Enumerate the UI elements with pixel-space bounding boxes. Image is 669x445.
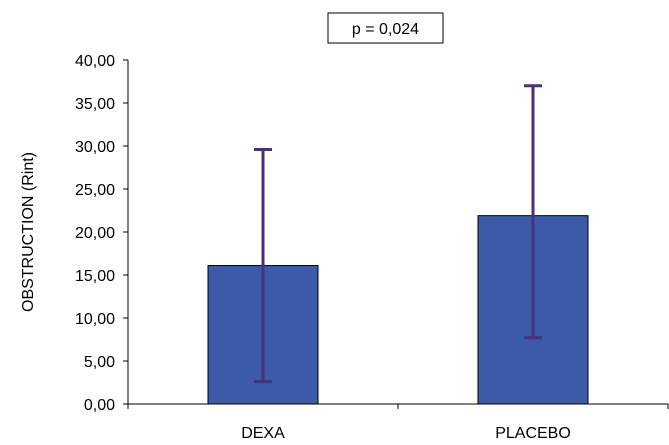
x-labels: DEXA PLACEBO [241,425,571,442]
error-bars [254,84,542,384]
y-tick-label: 0,00 [84,397,115,414]
y-tick-label: 25,00 [75,182,115,199]
y-tick-label: 10,00 [75,311,115,328]
x-category-label: PLACEBO [495,425,571,442]
y-tick-label: 30,00 [75,139,115,156]
y-tick-label: 15,00 [75,268,115,285]
y-tick-label: 40,00 [75,53,115,70]
y-tick-label: 20,00 [75,225,115,242]
y-ticks: 0,00 5,00 10,00 15,00 20,00 25,00 30,00 35,00 40… [75,53,128,414]
annotation-box [327,12,444,44]
y-tick-label: 35,00 [75,96,115,113]
x-category-label: DEXA [241,425,285,442]
annotation-text: p = 0,024 [352,21,419,38]
p-value-annotation: p = 0,024 [327,12,444,44]
y-tick-label: 5,00 [84,354,115,371]
y-axis-label: OBSTRUCTION (Rint) [20,152,37,312]
